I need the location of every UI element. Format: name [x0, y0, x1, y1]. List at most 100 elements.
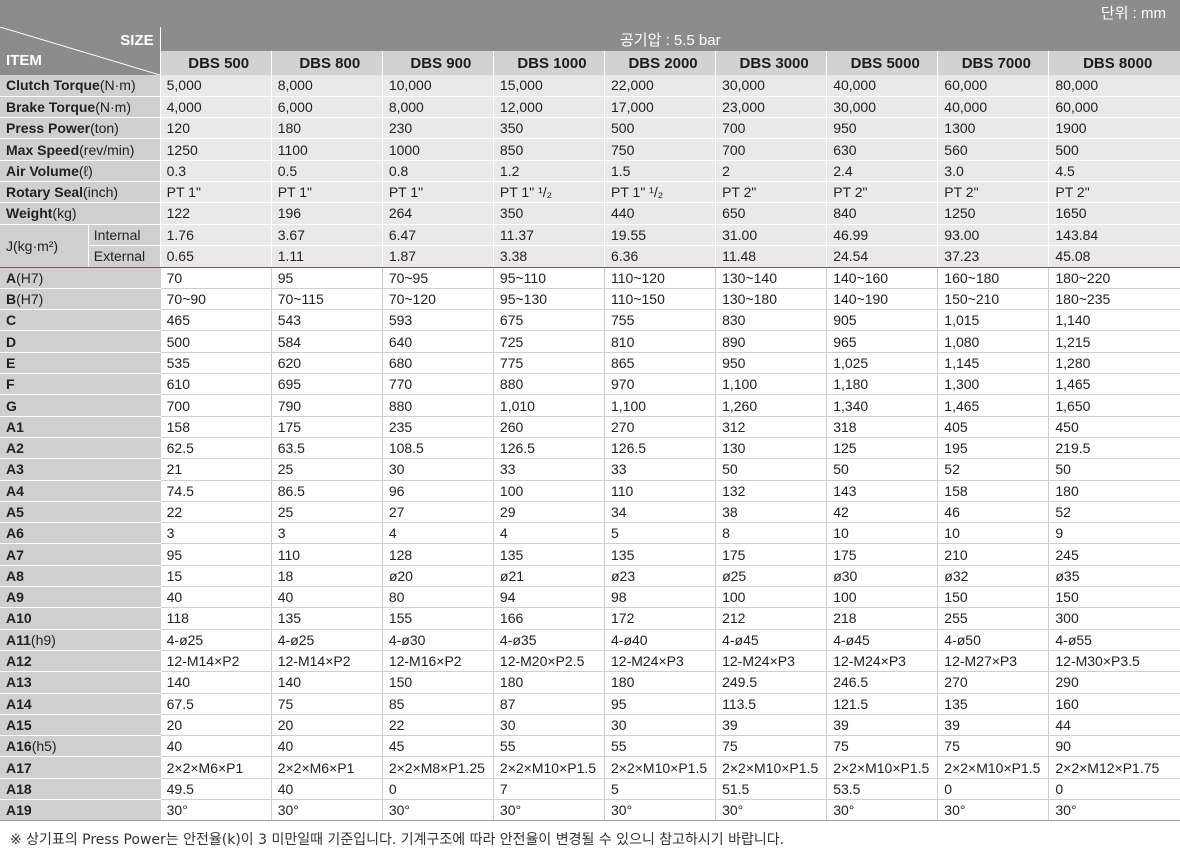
dim-row: A5 22 25 27 29 34 38 42 46 52: [0, 501, 1180, 524]
row-label: E: [0, 352, 161, 375]
table-cell: 543: [270, 309, 383, 332]
table-cell: 30°: [270, 799, 383, 822]
table-cell: 700: [159, 394, 272, 417]
table-cell: 0: [1048, 778, 1180, 801]
table-cell: 180~235: [1048, 288, 1180, 311]
row-label-text: A10: [6, 610, 32, 627]
row-label-text: A16: [6, 738, 32, 755]
table-cell: 126.5: [603, 437, 716, 460]
row-label-unit: (h9): [30, 631, 56, 648]
table-cell: 350: [492, 202, 605, 225]
table-cell: 175: [715, 543, 827, 566]
table-cell: 1,465: [1048, 373, 1180, 396]
table-cell: 10: [937, 522, 1049, 545]
row-label: A4: [0, 480, 161, 502]
table-cell: 180: [603, 671, 716, 694]
table-cell: 19.55: [603, 224, 716, 247]
table-cell: 75: [826, 735, 938, 758]
row-label: A14: [0, 693, 161, 715]
table-cell: 45: [381, 735, 494, 758]
spec-table-body: Clutch Torque(N·m) 5,000 8,000 10,000 15,000…: [0, 75, 1180, 822]
table-cell: 620: [270, 352, 383, 375]
spec-table: SIZE ITEM 공기압 : 5.5 bar DBS 500 DBS 800 DB…: [0, 27, 1180, 822]
table-cell: 62.5: [159, 437, 272, 460]
table-cell: 180~220: [1048, 267, 1180, 289]
table-cell: 53.5: [826, 778, 938, 801]
row-label-text: A7: [6, 546, 24, 563]
table-cell: PT 1" ¹/₂: [492, 181, 605, 204]
table-cell: 4-ø25: [270, 629, 383, 651]
row-label-unit: (H7): [16, 269, 44, 286]
table-cell: 55: [492, 735, 605, 758]
row-label-unit: (N·m): [99, 77, 136, 94]
table-cell: 2×2×M8×P1.25: [381, 756, 494, 779]
dim-row: A15 20 20 22 30 30 39 39 39 44: [0, 714, 1180, 737]
row-label: Air Volume(ℓ): [0, 160, 161, 182]
table-cell: 1,080: [937, 330, 1049, 353]
table-cell: 95~110: [492, 267, 605, 289]
table-cell: 8,000: [270, 75, 383, 97]
table-cell: 1,010: [492, 394, 605, 417]
table-cell: 5,000: [159, 75, 272, 97]
perf-row: Air Volume(ℓ) 0.3 0.5 0.8 1.2 1.5 2 2.4 3.0 4.5: [0, 160, 1180, 182]
table-cell: 593: [381, 309, 494, 332]
table-cell: 3: [159, 522, 272, 545]
table-cell: 140~190: [826, 288, 938, 311]
table-cell: PT 2": [826, 181, 938, 204]
table-cell: 38: [715, 501, 827, 524]
table-cell: 2×2×M10×P1.5: [826, 756, 938, 779]
table-cell: 6.36: [603, 245, 716, 268]
table-cell: 70~95: [381, 267, 494, 289]
row-label-text: Clutch Torque: [6, 77, 100, 94]
table-cell: 34: [603, 501, 716, 524]
table-cell: 125: [826, 437, 938, 460]
row-label: A12: [0, 650, 161, 673]
row-label: A10: [0, 607, 161, 630]
table-cell: 40: [270, 778, 383, 801]
table-cell: 219.5: [1048, 437, 1180, 460]
table-cell: 950: [826, 117, 938, 140]
table-cell: 4-ø55: [1048, 629, 1180, 651]
unit-label: 단위 : mm: [0, 0, 1180, 27]
table-cell: ø32: [937, 565, 1049, 588]
row-label-text: A8: [6, 567, 24, 584]
table-cell: 143: [826, 480, 938, 502]
table-cell: 75: [715, 735, 827, 758]
dim-row: G 700 790 880 1,010 1,100 1,260 1,340 1,465 1,650: [0, 394, 1180, 417]
table-cell: 135: [937, 693, 1049, 715]
table-cell: 30°: [492, 799, 605, 822]
table-cell: 4-ø45: [715, 629, 827, 651]
row-label-text: A12: [6, 653, 32, 670]
table-cell: 50: [1048, 458, 1180, 481]
row-label: A15: [0, 714, 161, 737]
table-cell: 51.5: [715, 778, 827, 801]
table-cell: 135: [492, 543, 605, 566]
table-cell: ø25: [715, 565, 827, 588]
dim-row: A1 158 175 235 260 270 312 318 405 450: [0, 416, 1180, 438]
row-label: D: [0, 330, 161, 353]
table-cell: 30°: [1048, 799, 1180, 822]
row-label: A2: [0, 437, 161, 460]
table-cell: 4-ø50: [937, 629, 1049, 651]
row-label-text: A3: [6, 461, 24, 478]
model-header-4: DBS 2000: [603, 51, 716, 75]
table-cell: 20: [270, 714, 383, 737]
model-header-3: DBS 1000: [492, 51, 605, 75]
table-cell: 10: [826, 522, 938, 545]
table-cell: ø21: [492, 565, 605, 588]
table-cell: 60,000: [937, 75, 1049, 97]
table-cell: 246.5: [826, 671, 938, 694]
table-cell: 70~115: [270, 288, 383, 311]
table-cell: 264: [381, 202, 494, 225]
table-cell: 2: [715, 160, 827, 182]
model-header-2: DBS 900: [381, 51, 494, 75]
table-cell: 318: [826, 416, 938, 438]
table-cell: 40: [159, 735, 272, 758]
row-label-text: A9: [6, 589, 24, 606]
table-cell: PT 2": [937, 181, 1049, 204]
table-cell: 180: [1048, 480, 1180, 502]
table-cell: 6,000: [270, 96, 383, 119]
table-cell: 880: [492, 373, 605, 396]
table-cell: 2.4: [826, 160, 938, 182]
table-cell: 166: [492, 607, 605, 630]
